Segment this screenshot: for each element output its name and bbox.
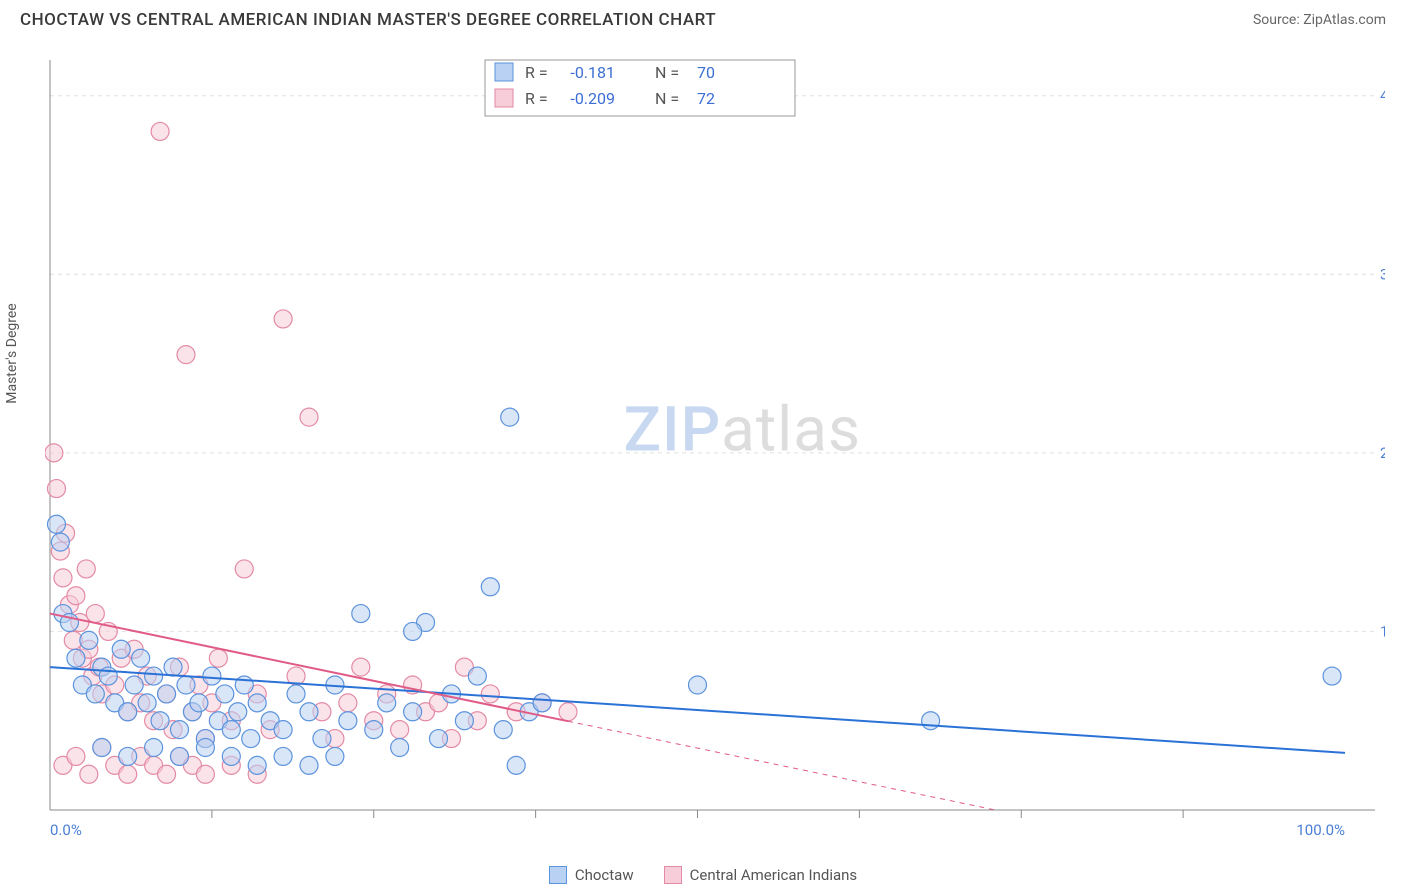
svg-text:20.0%: 20.0% bbox=[1380, 444, 1385, 462]
svg-text:N =: N = bbox=[655, 89, 679, 108]
svg-text:-0.209: -0.209 bbox=[570, 89, 615, 108]
svg-text:70: 70 bbox=[697, 63, 715, 82]
svg-text:30.0%: 30.0% bbox=[1380, 265, 1385, 283]
legend-swatch-icon bbox=[549, 866, 567, 884]
correlation-scatter-chart: 10.0% 20.0% 30.0% 40.0% 0.0% 100.0% R = -0.181 N… bbox=[45, 50, 1385, 840]
legend-label: Central American Indians bbox=[690, 866, 858, 884]
svg-text:R =: R = bbox=[525, 89, 548, 108]
legend-item-central-american: Central American Indians bbox=[664, 866, 858, 884]
chart-title: CHOCTAW VS CENTRAL AMERICAN INDIAN MASTE… bbox=[20, 10, 716, 30]
svg-text:72: 72 bbox=[697, 89, 715, 108]
svg-text:10.0%: 10.0% bbox=[1380, 622, 1385, 640]
legend-swatch-icon bbox=[664, 866, 682, 884]
y-axis-label: Master's Degree bbox=[4, 303, 20, 403]
legend-label: Choctaw bbox=[575, 866, 634, 884]
svg-text:40.0%: 40.0% bbox=[1380, 87, 1385, 105]
chart-container: 10.0% 20.0% 30.0% 40.0% 0.0% 100.0% R = -0.181 N… bbox=[45, 50, 1386, 842]
source-attribution: Source: ZipAtlas.com bbox=[1253, 12, 1386, 28]
svg-text:N =: N = bbox=[655, 63, 679, 82]
legend-item-choctaw: Choctaw bbox=[549, 866, 634, 884]
svg-text:100.0%: 100.0% bbox=[1296, 821, 1345, 839]
svg-text:-0.181: -0.181 bbox=[570, 63, 615, 82]
bottom-legend: Choctaw Central American Indians bbox=[0, 866, 1406, 884]
svg-text:R =: R = bbox=[525, 63, 548, 82]
svg-text:0.0%: 0.0% bbox=[50, 821, 82, 839]
